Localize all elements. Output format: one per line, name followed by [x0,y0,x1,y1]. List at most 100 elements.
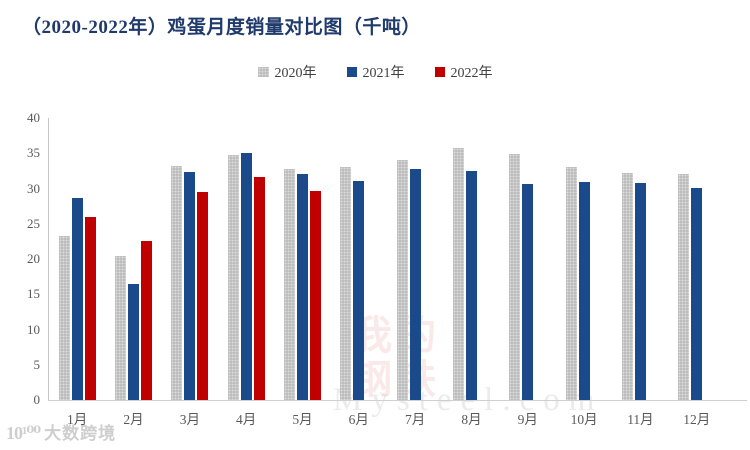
y-axis-tick-label: 0 [33,392,41,407]
bar-2021年-11月 [634,182,646,400]
bar-2020年-1月 [58,236,70,400]
y-axis-tick-label: 15 [27,286,40,302]
bar-2021年-12月 [691,187,703,400]
y-axis: 0 5 10 15 20 25 30 35 40 [18,110,44,407]
plot-area: 我的 钢铁 Mysteel.com 1月2月3月4月5月6月7月8月9月10月1… [48,118,747,427]
bar-slot [366,118,377,400]
bar-slot [140,118,152,400]
bar-2020年-8月 [452,148,464,400]
bar-slot [648,118,659,400]
bar-slot [71,118,83,400]
bar-2022年-5月 [309,191,321,400]
x-axis-label: 9月 [517,412,538,427]
bar-2020年-3月 [171,165,183,400]
legend: 2020年 2021年 2022年 [0,62,750,82]
bar-2021年-6月 [353,181,365,400]
bar-slot [578,118,590,400]
x-axis-label: 10月 [570,412,598,427]
x-axis-label: 3月 [179,412,200,427]
bar-slot [409,118,421,400]
bar-groups: 1月 2月 3月 4月 5月 6月 7月 8月 9月 10月 11月 12月 [49,118,725,427]
bar-slot [621,118,633,400]
bar-2020年-11月 [621,173,633,400]
bar-2021年-8月 [465,170,477,400]
bar-slot [634,118,646,400]
month-group: 8月 [443,118,499,427]
bar-slot [127,118,139,400]
bar-slot [84,118,96,400]
bar-slot [240,118,252,400]
bar-slot [396,118,408,400]
bar-slot [197,118,209,400]
bar-slot [340,118,352,400]
legend-item: 2020年 [257,62,317,82]
bar-2020年-10月 [565,166,577,400]
bar-slot [592,118,603,400]
legend-label: 2020年 [274,66,317,81]
month-group: 12月 [669,118,725,427]
bar-slot [309,118,321,400]
y-axis-tick-label: 5 [33,356,41,372]
month-group: 5月 [274,118,330,427]
month-group: 3月 [162,118,218,427]
bar-2021年-2月 [127,283,139,400]
bar-2021年-5月 [296,173,308,400]
legend-item: 2021年 [346,62,405,82]
bar-slot [296,118,308,400]
y-axis-tick-label: 25 [27,215,40,231]
bar-slot [353,118,365,400]
month-group: 7月 [387,118,443,427]
x-axis-label: 2月 [123,412,144,427]
bar-slot [283,118,295,400]
bar-slot [184,118,196,400]
bar-2020年-7月 [396,160,408,400]
month-group: 6月 [331,118,387,427]
bar-2021年-7月 [409,168,421,400]
dashu-logo-icon: 10¹⁰⁰ [6,423,41,443]
bar-slot [423,118,434,400]
legend-label: 2021年 [362,66,405,81]
bar-slot [253,118,265,400]
bar-2020年-4月 [227,155,239,400]
y-axis-tick-label: 40 [27,110,40,125]
bar-slot [58,118,70,400]
x-axis-label: 12月 [683,412,711,427]
bar-slot [114,118,126,400]
x-axis-label: 11月 [627,412,654,427]
bar-slot [171,118,183,400]
x-axis-label: 6月 [348,412,369,427]
bar-2020年-6月 [340,167,352,400]
bar-2021年-1月 [71,198,83,400]
legend-swatch-icon [257,67,269,77]
legend-label: 2022年 [450,66,493,81]
month-group: 4月 [218,118,274,427]
legend-item: 2022年 [434,62,493,82]
y-axis-tick-label: 10 [27,321,40,337]
legend-swatch-icon [346,67,357,77]
bar-slot [452,118,464,400]
x-axis-label: 8月 [461,412,482,427]
bar-2021年-3月 [184,171,196,400]
month-group: 1月 [49,118,105,427]
bar-2022年-4月 [253,176,265,400]
y-axis-line [48,118,49,400]
bar-2020年-2月 [114,256,126,400]
bar-slot [479,118,490,400]
bar-slot [535,118,546,400]
bar-2021年-4月 [240,152,252,400]
bar-2020年-12月 [678,173,690,400]
x-axis-label: 7月 [405,412,426,427]
y-axis-tick-label: 35 [27,145,40,161]
bar-2022年-2月 [140,241,152,400]
bar-2020年-5月 [283,168,295,400]
bar-2021年-9月 [522,184,534,400]
bar-slot [465,118,477,400]
x-axis-label: 1月 [67,412,88,427]
month-group: 2月 [105,118,161,427]
month-group: 9月 [500,118,556,427]
bar-slot [227,118,239,400]
legend-swatch-icon [434,67,445,77]
bar-slot [704,118,715,400]
bar-2021年-10月 [578,182,590,400]
